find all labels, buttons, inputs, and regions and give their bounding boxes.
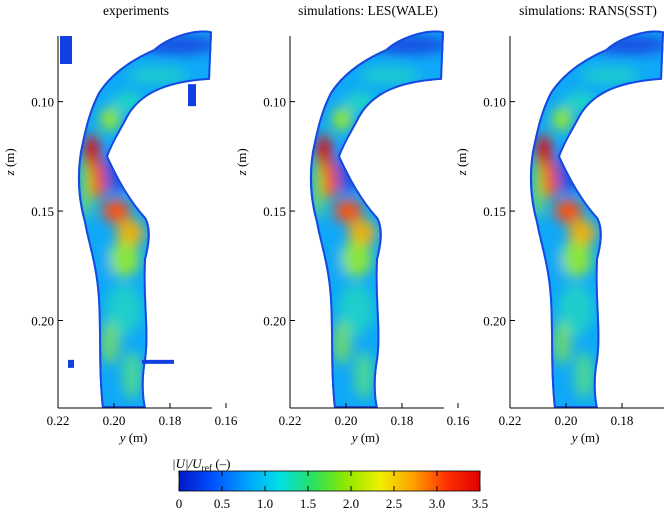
x-axis: 0.22 0.20 0.18 0.16 y (m) <box>279 403 470 445</box>
x-tick-label: 0.18 <box>391 413 414 428</box>
colorbar-tick-label: 3.0 <box>429 496 445 511</box>
y-tick-label: 0.15 <box>483 204 506 219</box>
x-tick-label: 0.20 <box>555 413 578 428</box>
velocity-field <box>309 30 444 409</box>
panel-title: experiments <box>103 3 169 18</box>
y-tick-label: 0.20 <box>31 313 54 328</box>
panel-les-wale: simulations: LES(WALE) 0.10 0.15 0.20 z (m)… <box>234 3 470 445</box>
y-tick-label: 0.10 <box>31 95 54 110</box>
velocity-field <box>529 30 664 409</box>
colorbar-bar <box>178 470 481 492</box>
artifact <box>68 359 74 368</box>
y-tick-label: 0.10 <box>263 95 286 110</box>
x-tick-label: 0.16 <box>215 413 238 428</box>
x-axis-label: y (m) <box>118 430 148 445</box>
x-tick-label: 0.22 <box>279 413 302 428</box>
colorbar-tick-label: 0.5 <box>214 496 230 511</box>
colorbar-ticks: 0 0.5 1.0 1.5 2.0 2.5 3.0 3.5 <box>176 471 488 511</box>
colorbar-tick-label: 1.5 <box>300 496 316 511</box>
colorbar: |U|/Uref (–) 0 0.5 1.0 1.5 2.0 2.5 3.0 3.5 <box>172 456 488 511</box>
colorbar-tick-label: 1.0 <box>257 496 273 511</box>
x-tick-label: 0.22 <box>47 413 70 428</box>
x-axis-label: y (m) <box>570 430 600 445</box>
velocity-field <box>60 30 212 409</box>
x-tick-label: 0.18 <box>611 413 634 428</box>
y-axis-label: z (m) <box>2 148 17 176</box>
x-tick-label: 0.20 <box>103 413 126 428</box>
x-axis: 0.220.200.180.16y (m) <box>499 403 664 445</box>
y-axis: 0.10 0.15 0.20 z (m) <box>234 36 295 408</box>
colorbar-tick-label: 3.5 <box>472 496 488 511</box>
y-axis-label: z (m) <box>234 148 249 176</box>
colorbar-label: |U|/Uref (–) <box>172 456 231 474</box>
y-tick-label: 0.20 <box>483 313 506 328</box>
y-tick-label: 0.10 <box>483 95 506 110</box>
y-tick-label: 0.20 <box>263 313 286 328</box>
x-axis-label: y (m) <box>350 430 380 445</box>
panel-experiments: experiments 0.100.150.20z (m) 0.22 0.20 0.… <box>2 3 238 445</box>
x-tick-label: 0.18 <box>159 413 182 428</box>
y-axis: 0.10 0.15 0.20 z (m) <box>454 36 515 408</box>
panel-title: simulations: RANS(SST) <box>519 3 657 18</box>
x-axis: 0.22 0.20 0.18 0.16 y (m) <box>47 403 238 445</box>
colorbar-tick-label: 2.5 <box>386 496 402 511</box>
panel-title: simulations: LES(WALE) <box>298 3 438 18</box>
y-tick-label: 0.15 <box>263 204 286 219</box>
artifact <box>60 36 72 64</box>
x-tick-label: 0.20 <box>335 413 358 428</box>
colorbar-tick-label: 0 <box>176 496 183 511</box>
artifact <box>142 359 174 364</box>
x-tick-label: 0.22 <box>499 413 522 428</box>
artifact <box>188 84 196 107</box>
panel-rans-sst: simulations: RANS(SST) 0.10 0.15 0.20 z (m)… <box>454 3 664 445</box>
x-tick-label: 0.16 <box>447 413 470 428</box>
y-axis-label: z (m) <box>454 148 469 176</box>
colorbar-tick-label: 2.0 <box>343 496 359 511</box>
y-axis: 0.10 0.15 0.20 z (m) <box>2 36 63 408</box>
y-tick-label: 0.15 <box>31 204 54 219</box>
